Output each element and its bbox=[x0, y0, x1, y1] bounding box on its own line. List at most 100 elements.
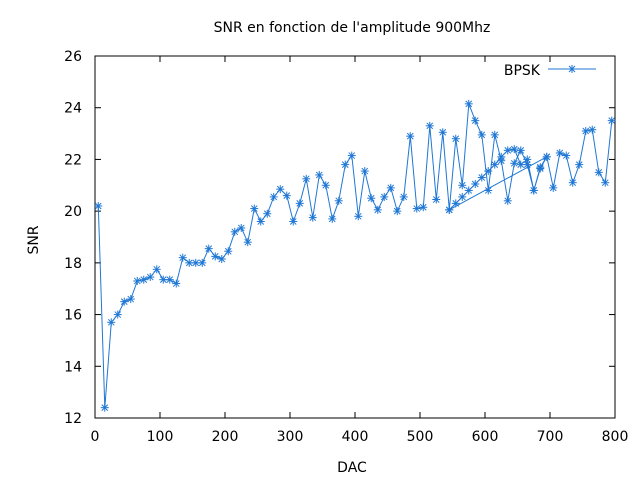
data-point bbox=[256, 217, 265, 226]
y-axis-label: SNR bbox=[26, 225, 42, 254]
data-point bbox=[263, 209, 272, 218]
data-point bbox=[477, 173, 486, 182]
data-point bbox=[503, 196, 512, 205]
x-axis-label: DAC bbox=[337, 460, 367, 476]
data-point bbox=[536, 164, 545, 173]
plot-frame bbox=[94, 55, 616, 419]
data-point bbox=[588, 125, 597, 134]
axes bbox=[94, 55, 616, 419]
data-point bbox=[204, 244, 213, 253]
data-point bbox=[321, 181, 330, 190]
data-point bbox=[100, 403, 109, 412]
legend-label: BPSK bbox=[504, 63, 541, 79]
y-tick-label: 20 bbox=[64, 204, 82, 220]
data-point bbox=[113, 310, 122, 319]
data-point bbox=[224, 247, 233, 256]
data-point bbox=[451, 134, 460, 143]
x-tick-label: 700 bbox=[537, 429, 564, 445]
data-point bbox=[282, 191, 291, 200]
data-point bbox=[107, 318, 116, 327]
data-point bbox=[471, 179, 480, 188]
data-point bbox=[315, 170, 324, 179]
data-point bbox=[594, 168, 603, 177]
series-line bbox=[97, 103, 613, 409]
data-point bbox=[490, 130, 499, 139]
data-point bbox=[497, 156, 506, 165]
data-point bbox=[438, 128, 447, 137]
data-point bbox=[503, 146, 512, 155]
x-tick-label: 100 bbox=[147, 429, 174, 445]
data-point bbox=[549, 183, 558, 192]
data-point bbox=[295, 199, 304, 208]
data-point bbox=[354, 212, 363, 221]
data-point bbox=[243, 238, 252, 247]
data-point bbox=[217, 254, 226, 263]
data-point bbox=[178, 253, 187, 262]
data-point bbox=[380, 192, 389, 201]
data-point bbox=[328, 214, 337, 223]
x-tick-label: 0 bbox=[91, 429, 100, 445]
legend: BPSK bbox=[504, 63, 596, 79]
data-point bbox=[406, 132, 415, 141]
x-tick-label: 600 bbox=[472, 429, 499, 445]
x-tick-label: 400 bbox=[342, 429, 369, 445]
data-point bbox=[464, 99, 473, 108]
x-tick-label: 300 bbox=[277, 429, 304, 445]
data-point bbox=[386, 183, 395, 192]
data-point bbox=[165, 275, 174, 284]
y-tick-label: 16 bbox=[64, 308, 82, 324]
data-point bbox=[269, 192, 278, 201]
data-point bbox=[471, 116, 480, 125]
x-tick-label: 500 bbox=[407, 429, 434, 445]
data-point bbox=[562, 151, 571, 160]
data-point bbox=[601, 178, 610, 187]
y-tick-label: 12 bbox=[64, 411, 82, 427]
data-point bbox=[237, 223, 246, 232]
data-point bbox=[523, 160, 532, 169]
y-tick-label: 22 bbox=[64, 152, 82, 168]
chart-title: SNR en fonction de l'amplitude 900Mhz bbox=[214, 20, 491, 36]
data-point bbox=[211, 252, 220, 261]
data-point bbox=[373, 205, 382, 214]
y-tick-label: 26 bbox=[64, 49, 82, 65]
x-tick-label: 200 bbox=[212, 429, 239, 445]
data-point bbox=[139, 275, 148, 284]
tick-labels: 0 100 200 300 400 500 600 700 800 12 14 16 18 20 22 24 2… bbox=[64, 49, 628, 445]
data-point bbox=[464, 186, 473, 195]
data-point bbox=[458, 181, 467, 190]
data-point bbox=[425, 121, 434, 130]
data-point bbox=[146, 273, 155, 282]
data-point bbox=[419, 203, 428, 212]
data-point bbox=[399, 192, 408, 201]
data-point bbox=[510, 145, 519, 154]
data-point bbox=[484, 167, 493, 176]
data-point bbox=[250, 204, 259, 213]
data-point bbox=[445, 205, 454, 214]
plot-area bbox=[94, 99, 616, 412]
data-point bbox=[568, 178, 577, 187]
data-point bbox=[510, 159, 519, 168]
data-point bbox=[276, 185, 285, 194]
data-point bbox=[172, 279, 181, 288]
legend-marker bbox=[568, 65, 576, 73]
y-tick-label: 14 bbox=[64, 359, 82, 375]
data-point bbox=[412, 204, 421, 213]
data-point bbox=[451, 199, 460, 208]
data-point bbox=[516, 146, 525, 155]
data-point bbox=[393, 207, 402, 216]
data-point bbox=[347, 151, 356, 160]
data-point bbox=[367, 194, 376, 203]
data-point bbox=[289, 217, 298, 226]
data-point bbox=[152, 265, 161, 274]
data-point bbox=[477, 130, 486, 139]
data-point bbox=[432, 195, 441, 204]
data-point bbox=[120, 297, 129, 306]
data-point bbox=[484, 186, 493, 195]
data-point bbox=[302, 174, 311, 183]
data-point bbox=[542, 152, 551, 161]
data-point bbox=[94, 201, 103, 210]
data-point bbox=[133, 276, 142, 285]
data-point bbox=[458, 192, 467, 201]
data-point bbox=[360, 167, 369, 176]
